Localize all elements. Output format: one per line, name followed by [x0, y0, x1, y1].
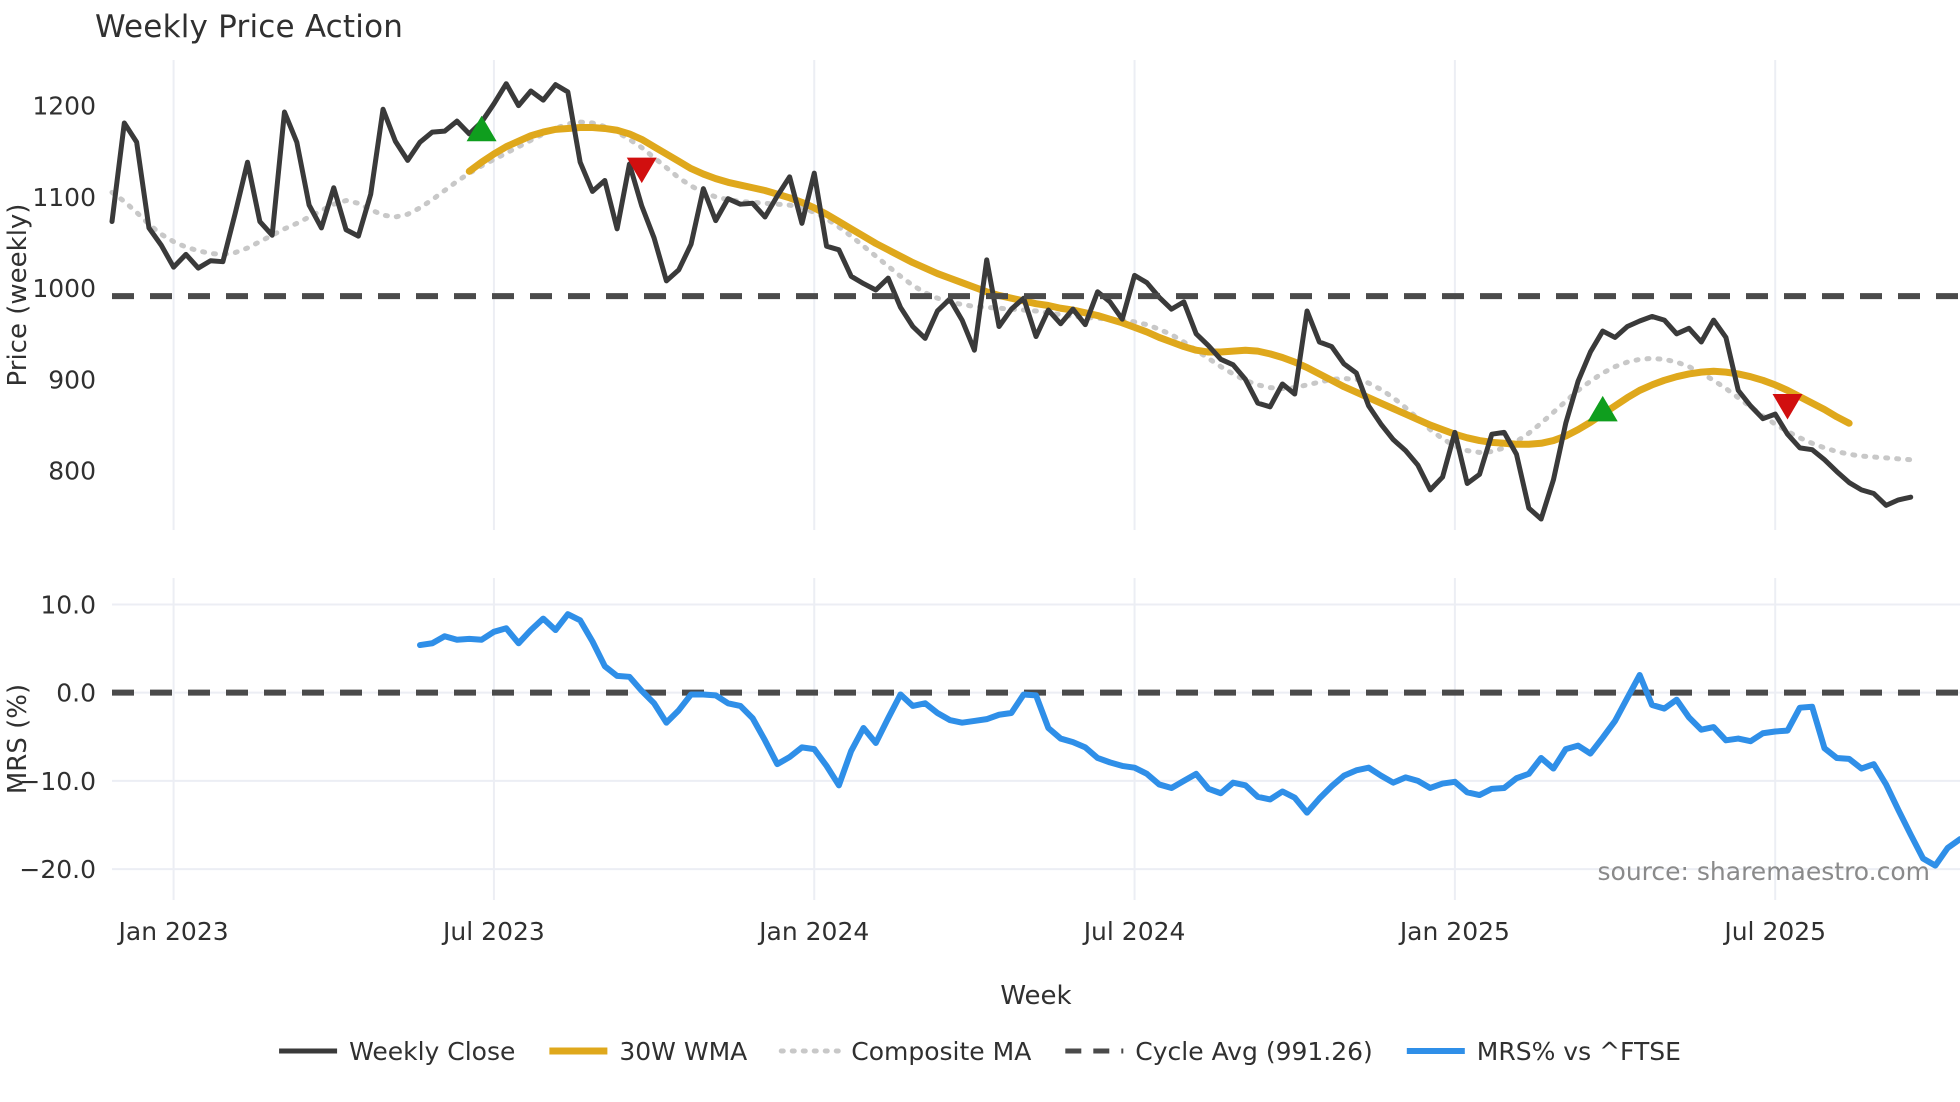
legend-item-2[interactable]: Composite MA [778, 1037, 1031, 1066]
mrs-axis-label: MRS (%) [3, 684, 33, 794]
series-line-composite-ma [109, 119, 1914, 463]
x-tick-0: Jan 2023 [117, 917, 229, 946]
watermark-text: source: sharemaestro.com [1598, 857, 1931, 886]
legend-item-3[interactable]: Cycle Avg (991.26) [1065, 1037, 1373, 1066]
price-y-tick-3: 1100 [32, 183, 96, 212]
legend-label-2: Composite MA [851, 1037, 1031, 1066]
legend-label-1: 30W WMA [619, 1037, 747, 1066]
mrs-y-tick-2: −10.0 [19, 767, 96, 796]
x-tick-2: Jan 2024 [757, 917, 869, 946]
legend-label-3: Cycle Avg (991.26) [1135, 1037, 1373, 1066]
legend-item-4[interactable]: MRS% vs ^FTSE [1406, 1037, 1681, 1066]
page-title: Weekly Price Action [95, 9, 404, 45]
legend-item-0[interactable]: Weekly Close [279, 1037, 515, 1066]
x-tick-1: Jul 2023 [441, 917, 545, 946]
x-axis-label: Week [1000, 981, 1071, 1011]
price-y-tick-1: 900 [48, 365, 96, 394]
series-line-mrs [417, 611, 1960, 869]
x-tick-4: Jan 2025 [1398, 917, 1510, 946]
x-tick-3: Jul 2024 [1082, 917, 1186, 946]
mrs-y-tick-0: 10.0 [40, 590, 96, 619]
legend-label-4: MRS% vs ^FTSE [1477, 1037, 1681, 1066]
mrs-y-tick-1: 0.0 [56, 679, 96, 708]
legend-label-0: Weekly Close [349, 1037, 515, 1066]
mrs-y-tick-3: −20.0 [19, 855, 96, 884]
legend-item-1[interactable]: 30W WMA [549, 1037, 747, 1066]
series-line-weekly-close [109, 81, 1914, 522]
sell-marker-1[interactable] [626, 157, 657, 184]
series-line-30w-wma [465, 124, 1853, 448]
sell-marker-3[interactable] [1772, 394, 1803, 420]
buy-marker-0[interactable] [466, 115, 497, 142]
buy-marker-2[interactable] [1587, 395, 1618, 422]
x-tick-5: Jul 2025 [1722, 917, 1826, 946]
price-axis-label: Price (weekly) [3, 204, 33, 387]
price-y-tick-2: 1000 [32, 274, 96, 303]
price-y-tick-0: 800 [48, 457, 96, 486]
price-y-tick-4: 1200 [32, 92, 96, 121]
